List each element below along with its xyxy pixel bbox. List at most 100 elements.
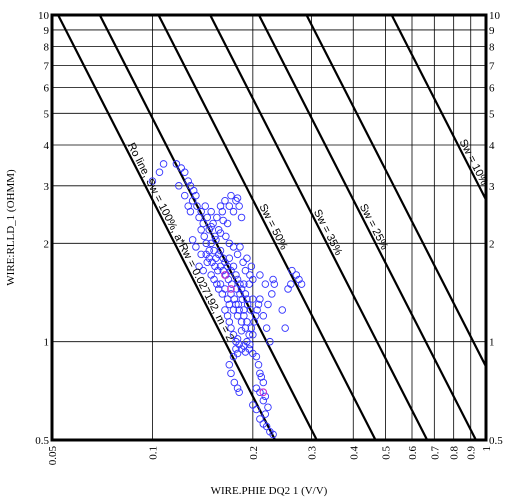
data-point [269, 430, 277, 439]
data-point [148, 177, 157, 185]
data-point [297, 280, 306, 288]
data-point [216, 262, 225, 271]
data-point [216, 202, 225, 210]
y-tick-label-left: 0.5 [35, 435, 49, 447]
sw-line [390, 15, 486, 203]
data-point [202, 239, 210, 248]
x-tick-labels: 0.05 0.1 0.2 0.3 0.4 0.5 0.6 0.7 0.8 0.9 1 [47, 446, 493, 466]
data-point [221, 197, 229, 205]
data-point [252, 405, 261, 414]
data-point [227, 324, 235, 332]
data-point [197, 250, 205, 259]
data-point [261, 392, 270, 401]
x-tick-label: 0.6 [407, 446, 419, 460]
data-point [237, 285, 246, 293]
y-tick-label-left: 7 [44, 61, 50, 73]
x-tick-label: 0.7 [429, 446, 441, 460]
data-point [218, 290, 227, 298]
data-point [256, 295, 264, 303]
data-point [216, 246, 225, 255]
y-tick-label-right: 3 [489, 181, 495, 193]
data-point [229, 330, 238, 339]
sw-line [257, 15, 477, 440]
y-tick-label-left: 5 [44, 108, 50, 120]
data-point [197, 207, 205, 216]
data-point [259, 396, 268, 405]
data-point [233, 275, 242, 284]
x-tick-label: 0.3 [307, 446, 319, 460]
data-point [233, 335, 242, 343]
data-point [249, 330, 257, 339]
data-point [240, 280, 248, 288]
data-point [202, 250, 210, 259]
highlight-point [259, 388, 268, 397]
data-points [148, 160, 306, 439]
sw-line [305, 15, 486, 369]
data-point [240, 306, 248, 314]
data-point [237, 213, 246, 222]
data-point [192, 243, 200, 251]
data-point [213, 213, 221, 222]
data-point [221, 258, 229, 267]
sw-line [157, 15, 377, 440]
y-tick-label-right: 1 [489, 337, 495, 349]
data-point [227, 191, 235, 200]
x-tick-label: 1 [481, 446, 493, 452]
data-point [284, 285, 292, 293]
data-point [216, 229, 225, 237]
y-tick-label-left: 6 [44, 82, 50, 94]
data-point [249, 275, 257, 284]
data-point [249, 401, 257, 409]
y-tick-label-left: 9 [44, 25, 50, 37]
data-point [243, 300, 252, 309]
data-point [233, 285, 241, 293]
x-tick-label: 0.1 [147, 446, 159, 460]
data-point [261, 280, 270, 288]
x-axis-label: WIRE.PHIE DQ2 1 (V/V) [211, 485, 328, 497]
data-point [237, 326, 246, 335]
data-point [256, 271, 264, 279]
x-tick-label: 0.8 [449, 446, 461, 460]
data-point [219, 266, 227, 275]
data-point [229, 352, 238, 361]
y-tick-label-right: 10 [489, 10, 501, 22]
sw-line-labels: Ro line, Sw = 100%, a*Rw = 0.027192, m =… [125, 137, 490, 343]
data-point [235, 202, 243, 210]
data-point [243, 318, 251, 326]
data-point [256, 388, 264, 397]
data-point [155, 168, 164, 177]
data-point [239, 258, 247, 267]
data-point [188, 236, 197, 244]
data-point [254, 360, 263, 369]
x-tick-label: 0.05 [47, 446, 59, 466]
sw-line [57, 15, 277, 440]
sw-line [209, 15, 429, 440]
data-point [207, 207, 215, 216]
sw-line-label: Sw = 50% [256, 202, 289, 252]
data-point [233, 250, 242, 259]
data-point [264, 300, 272, 309]
data-point [262, 324, 271, 332]
data-point [238, 295, 247, 303]
data-point [227, 290, 235, 298]
data-point [266, 337, 274, 346]
data-point [295, 275, 303, 284]
data-point [232, 300, 240, 309]
data-point [197, 226, 205, 234]
y-tick-label-right: 2 [489, 238, 495, 250]
data-point [240, 312, 248, 320]
highlight-point [227, 285, 235, 293]
y-tick-label-right: 7 [489, 61, 495, 73]
data-point [212, 236, 220, 244]
data-point [229, 207, 238, 216]
data-point [186, 207, 195, 216]
data-point [219, 216, 227, 225]
y-tick-label-right: 9 [489, 25, 495, 37]
y-axis-label: WIRE:RLLD_1 (OHMM) [5, 169, 17, 286]
data-point [184, 177, 192, 185]
x-tick-label: 0.4 [348, 446, 360, 460]
data-point [225, 254, 234, 263]
y-tick-label-right: 6 [489, 82, 495, 94]
data-point [188, 197, 197, 205]
